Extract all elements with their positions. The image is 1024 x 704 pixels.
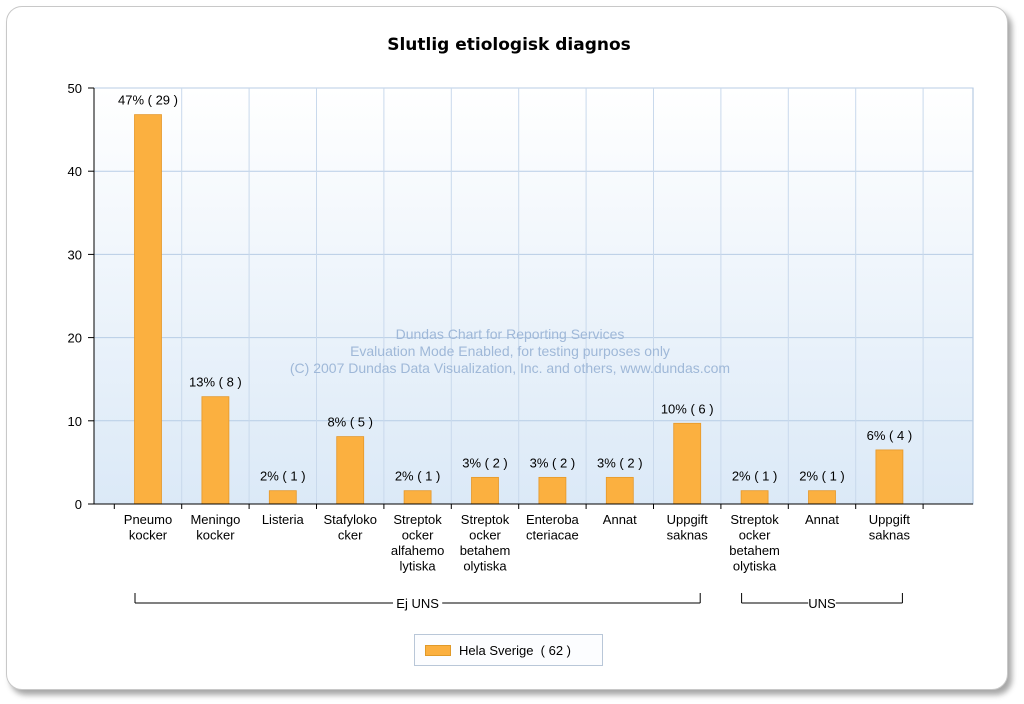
y-tick-label: 50 bbox=[68, 81, 82, 96]
data-label: 2% ( 1 ) bbox=[260, 469, 306, 484]
data-label: 2% ( 1 ) bbox=[395, 469, 441, 484]
bar bbox=[403, 490, 432, 505]
y-tick-label: 30 bbox=[68, 247, 82, 262]
category-label: Stafyloko cker bbox=[323, 512, 376, 543]
data-label: 6% ( 4 ) bbox=[867, 428, 913, 443]
category-label: Pneumo kocker bbox=[124, 512, 172, 543]
category-label: Streptok ocker alfahemo lytiska bbox=[391, 512, 444, 574]
bar bbox=[336, 436, 365, 505]
data-label: 2% ( 1 ) bbox=[799, 469, 845, 484]
category-label: Listeria bbox=[262, 512, 305, 527]
category-label: Streptok ocker betahem olytiska bbox=[729, 512, 780, 574]
y-tick-label: 20 bbox=[68, 331, 82, 346]
group-bracket bbox=[741, 593, 903, 604]
category-label: Uppgift saknas bbox=[667, 512, 709, 543]
bar bbox=[740, 490, 769, 505]
y-tick-label: 10 bbox=[68, 414, 82, 429]
group-label: Ej UNS bbox=[396, 596, 439, 611]
category-label: Streptok ocker betahem olytiska bbox=[460, 512, 511, 574]
category-label: Enteroba cteriacae bbox=[526, 512, 580, 543]
bar bbox=[538, 476, 567, 505]
legend-swatch bbox=[425, 644, 451, 656]
category-label: Meningo kocker bbox=[190, 512, 240, 543]
category-label: Annat bbox=[603, 512, 637, 527]
category-label: Uppgift saknas bbox=[869, 512, 911, 543]
bar bbox=[201, 396, 230, 505]
chart-title: Slutlig etiologisk diagnos bbox=[387, 35, 631, 55]
plot-area bbox=[93, 87, 974, 505]
bar bbox=[605, 476, 634, 505]
bar bbox=[268, 490, 297, 505]
data-label: 2% ( 1 ) bbox=[732, 469, 778, 484]
legend: Hela Sverige ( 62 ) bbox=[414, 634, 603, 666]
y-tick-label: 40 bbox=[68, 164, 82, 179]
watermark-line: Dundas Chart for Reporting Services bbox=[396, 326, 625, 342]
bar bbox=[673, 422, 702, 505]
watermark-line: Evaluation Mode Enabled, for testing pur… bbox=[350, 343, 670, 359]
data-label: 3% ( 2 ) bbox=[597, 455, 643, 470]
bar bbox=[134, 114, 162, 505]
group-label: UNS bbox=[808, 596, 836, 611]
bar bbox=[808, 490, 836, 505]
data-label: 8% ( 5 ) bbox=[327, 415, 373, 430]
data-label: 10% ( 6 ) bbox=[661, 401, 714, 416]
legend-label: Hela Sverige ( 62 ) bbox=[459, 642, 571, 658]
bar bbox=[875, 449, 904, 505]
data-label: 3% ( 2 ) bbox=[462, 455, 508, 470]
group-bracket bbox=[134, 593, 701, 604]
data-label: 3% ( 2 ) bbox=[530, 455, 576, 470]
data-label: 13% ( 8 ) bbox=[189, 375, 242, 390]
bar bbox=[471, 476, 499, 505]
data-label: 47% ( 29 ) bbox=[118, 93, 178, 108]
watermark-line: (C) 2007 Dundas Data Visualization, Inc.… bbox=[290, 360, 730, 376]
category-label: Annat bbox=[805, 512, 839, 527]
y-tick-label: 0 bbox=[75, 497, 82, 512]
